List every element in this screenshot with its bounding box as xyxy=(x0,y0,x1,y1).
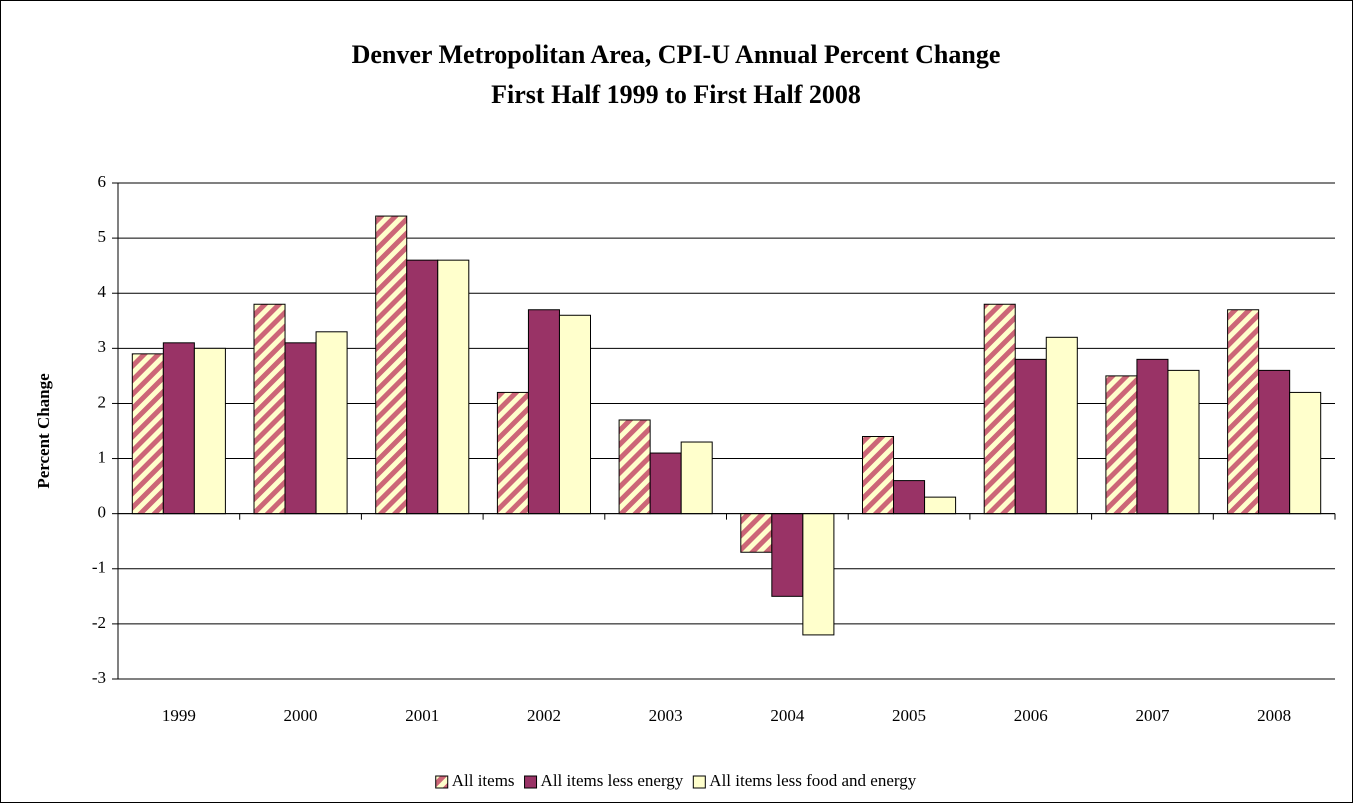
x-tick-label: 2004 xyxy=(770,706,805,725)
bar xyxy=(131,353,164,515)
bar xyxy=(162,342,195,515)
bar xyxy=(284,342,317,515)
y-tick-label: 5 xyxy=(98,227,107,246)
bar xyxy=(315,331,348,515)
x-tick-label: 2005 xyxy=(892,706,926,725)
x-tick-label: 2003 xyxy=(649,706,683,725)
bar xyxy=(193,347,226,515)
bar xyxy=(496,391,529,515)
legend-label: All items less energy xyxy=(541,771,684,790)
bar xyxy=(924,496,957,515)
bar xyxy=(253,303,286,515)
bar xyxy=(527,309,560,515)
chart-subtitle: First Half 1999 to First Half 2008 xyxy=(491,80,861,109)
bar xyxy=(1014,358,1047,515)
bar xyxy=(437,259,470,515)
bar xyxy=(861,436,895,515)
bar xyxy=(649,452,682,515)
bar xyxy=(406,259,439,515)
y-tick-label: 4 xyxy=(98,282,107,301)
legend-label: All items less food and energy xyxy=(709,771,916,790)
y-tick-label: 3 xyxy=(98,337,107,356)
bar xyxy=(983,303,1016,515)
bar xyxy=(1136,358,1169,515)
bar xyxy=(1105,375,1138,515)
bar xyxy=(375,215,408,515)
bar xyxy=(740,513,773,553)
bar xyxy=(1167,369,1200,515)
bar xyxy=(802,513,835,636)
x-tick-label: 2001 xyxy=(405,706,439,725)
x-tick-label: 2006 xyxy=(1014,706,1048,725)
y-axis-label: Percent Change xyxy=(34,373,53,489)
bar xyxy=(1258,369,1291,515)
y-tick-label: 2 xyxy=(98,392,107,411)
bar xyxy=(893,480,926,515)
y-tick-label: 6 xyxy=(98,172,107,191)
x-tick-label: 1999 xyxy=(162,706,196,725)
bar xyxy=(771,513,804,597)
legend-swatch xyxy=(524,775,538,789)
x-tick-label: 2008 xyxy=(1257,706,1291,725)
y-tick-label: -3 xyxy=(92,668,106,687)
bar xyxy=(680,441,713,515)
bar xyxy=(1227,309,1260,515)
y-tick-label: 1 xyxy=(98,447,107,466)
y-tick-label: 0 xyxy=(98,503,107,522)
x-tick-label: 2007 xyxy=(1135,706,1170,725)
bar xyxy=(1045,336,1078,515)
x-tick-label: 2000 xyxy=(284,706,318,725)
x-tick-label: 2002 xyxy=(527,706,561,725)
y-tick-label: -1 xyxy=(92,558,106,577)
bar xyxy=(558,314,592,515)
legend-label: All items xyxy=(452,771,515,790)
y-tick-label: -2 xyxy=(92,613,106,632)
legend-swatch xyxy=(692,775,706,789)
legend-swatch xyxy=(435,775,449,789)
chart-title: Denver Metropolitan Area, CPI-U Annual P… xyxy=(352,40,1001,69)
bar xyxy=(618,419,651,515)
bar xyxy=(1289,391,1322,515)
